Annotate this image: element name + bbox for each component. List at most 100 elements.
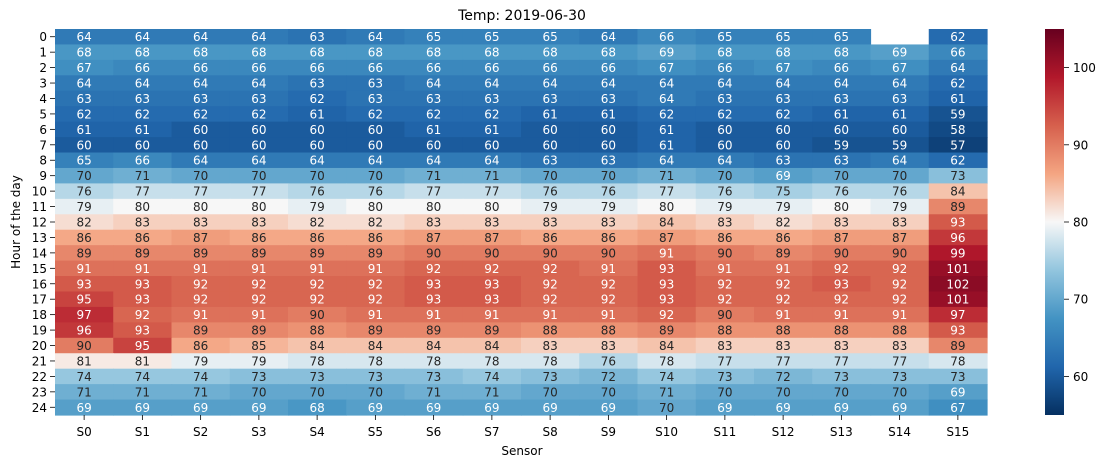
heatmap-cell bbox=[870, 152, 930, 169]
cell-value-label: 83 bbox=[775, 339, 790, 353]
cell-value-label: 91 bbox=[659, 246, 674, 260]
heatmap-cell bbox=[288, 399, 347, 416]
cell-value-label: 69 bbox=[135, 401, 150, 415]
cell-value-label: 88 bbox=[542, 324, 557, 338]
cell-value-label: 95 bbox=[135, 339, 150, 353]
heatmap-cell bbox=[171, 121, 231, 138]
cell-value-label: 84 bbox=[426, 339, 441, 353]
heatmap-cell bbox=[113, 152, 173, 169]
heatmap-cell bbox=[812, 29, 872, 46]
cell-value-label: 68 bbox=[775, 46, 790, 60]
heatmap-cell bbox=[462, 384, 522, 401]
cell-value-label: 90 bbox=[484, 246, 499, 260]
cell-value-label: 66 bbox=[717, 61, 732, 75]
cell-value-label: 92 bbox=[193, 293, 208, 307]
cell-value-label: 89 bbox=[135, 246, 150, 260]
heatmap-cell bbox=[171, 399, 231, 416]
heatmap-cell bbox=[579, 337, 639, 354]
heatmap-cell bbox=[55, 167, 114, 184]
heatmap-cell bbox=[870, 291, 930, 308]
cell-value-label: 60 bbox=[368, 123, 383, 137]
heatmap-cell bbox=[928, 121, 988, 138]
heatmap-cell bbox=[812, 59, 872, 76]
cell-value-label: 83 bbox=[484, 216, 499, 230]
cell-value-label: 79 bbox=[601, 200, 616, 214]
cell-value-label: 83 bbox=[193, 216, 208, 230]
heatmap-cell bbox=[171, 90, 231, 107]
heatmap-cell bbox=[928, 337, 988, 354]
heatmap-cell bbox=[404, 44, 464, 61]
heatmap-cell bbox=[928, 260, 988, 277]
heatmap-cell bbox=[171, 337, 231, 354]
cell-value-label: 65 bbox=[484, 30, 499, 44]
cell-value-label: 76 bbox=[76, 185, 91, 199]
cell-value-label: 64 bbox=[368, 30, 383, 44]
cell-value-label: 60 bbox=[542, 123, 557, 137]
heatmap-cell bbox=[754, 183, 813, 200]
heatmap-cell bbox=[346, 152, 406, 169]
heatmap-cell bbox=[579, 29, 639, 46]
heatmap-cell bbox=[695, 368, 755, 385]
heatmap-cell bbox=[695, 260, 755, 277]
heatmap-cell bbox=[113, 353, 173, 370]
cell-value-label: 60 bbox=[251, 138, 266, 152]
heatmap-cell bbox=[812, 183, 872, 200]
heatmap-cell bbox=[229, 90, 289, 107]
heatmap-cell bbox=[113, 75, 173, 92]
heatmap-cell bbox=[113, 90, 173, 107]
heatmap-cell bbox=[462, 245, 522, 262]
heatmap-cell bbox=[812, 245, 872, 262]
heatmap-cell bbox=[812, 306, 872, 323]
heatmap-cell bbox=[55, 276, 114, 293]
cell-value-label: 77 bbox=[251, 185, 266, 199]
cell-value-label: 69 bbox=[368, 401, 383, 415]
cell-value-label: 80 bbox=[368, 200, 383, 214]
heatmap-cell bbox=[113, 229, 173, 246]
heatmap-cell bbox=[579, 90, 639, 107]
heatmap-cell bbox=[229, 121, 289, 138]
heatmap-cell bbox=[288, 229, 347, 246]
cell-value-label: 70 bbox=[775, 385, 790, 399]
cell-value-label: 63 bbox=[834, 92, 849, 106]
cell-value-label: 91 bbox=[135, 262, 150, 276]
cell-value-label: 89 bbox=[775, 246, 790, 260]
heatmap-cell bbox=[404, 152, 464, 169]
y-tick-label: 12 bbox=[32, 216, 47, 230]
heatmap-cell bbox=[113, 322, 173, 339]
heatmap-cell bbox=[928, 322, 988, 339]
cell-value-label: 64 bbox=[251, 30, 266, 44]
y-tick-label: 18 bbox=[32, 308, 47, 322]
x-tick-label: S14 bbox=[888, 425, 911, 439]
x-tick-label: S3 bbox=[251, 425, 266, 439]
cell-value-label: 70 bbox=[542, 169, 557, 183]
cell-value-label: 91 bbox=[309, 262, 324, 276]
heatmap-cell bbox=[346, 245, 406, 262]
heatmap-cell bbox=[288, 167, 347, 184]
heatmap-cell bbox=[229, 368, 289, 385]
cell-value-label: 62 bbox=[251, 107, 266, 121]
cell-value-label: 93 bbox=[659, 277, 674, 291]
cell-value-label: 61 bbox=[834, 107, 849, 121]
cell-value-label: 74 bbox=[659, 370, 674, 384]
cell-value-label: 59 bbox=[892, 138, 907, 152]
heatmap-cell bbox=[754, 337, 813, 354]
heatmap-cell bbox=[812, 337, 872, 354]
heatmap-cell bbox=[346, 337, 406, 354]
cell-value-label: 79 bbox=[775, 200, 790, 214]
heatmap-cell bbox=[113, 167, 173, 184]
y-tick-label: 3 bbox=[39, 77, 47, 91]
cell-value-label: 95 bbox=[76, 293, 91, 307]
cell-value-label: 89 bbox=[426, 324, 441, 338]
heatmap-cell bbox=[113, 291, 173, 308]
cell-value-label: 89 bbox=[950, 339, 965, 353]
heatmap-cell bbox=[288, 353, 347, 370]
cell-value-label: 63 bbox=[601, 92, 616, 106]
cell-value-label: 92 bbox=[601, 293, 616, 307]
cell-value-label: 70 bbox=[892, 385, 907, 399]
cell-value-label: 91 bbox=[834, 308, 849, 322]
cell-value-label: 78 bbox=[426, 354, 441, 368]
heatmap-cell bbox=[754, 106, 813, 123]
cell-value-label: 69 bbox=[892, 401, 907, 415]
heatmap-cell bbox=[288, 384, 347, 401]
